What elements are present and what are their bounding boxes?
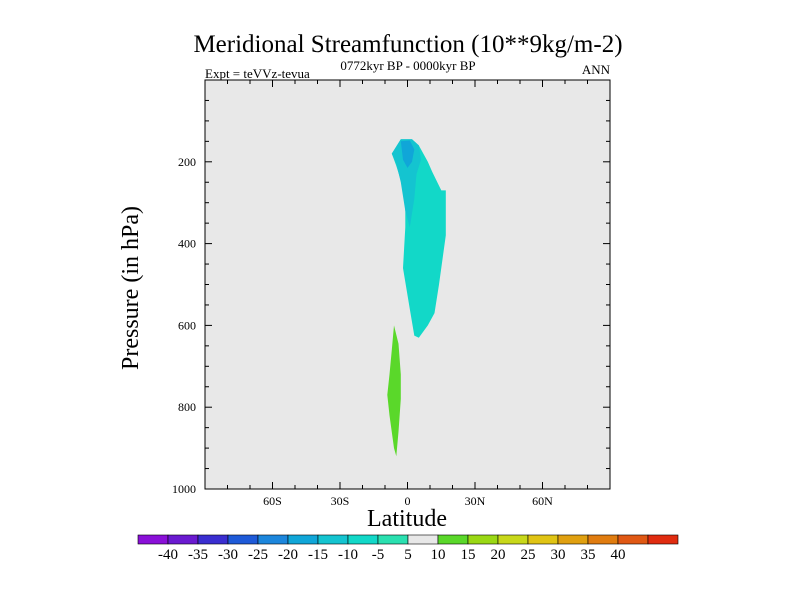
colorbar-swatch	[497, 534, 529, 545]
experiment-label: Expt = teVVz-tevua	[205, 66, 310, 81]
colorbar-swatch	[587, 534, 619, 545]
colorbar-swatch	[467, 534, 499, 545]
colorbar-swatch	[197, 534, 229, 545]
y-tick-label: 200	[178, 155, 196, 169]
colorbar-label: 35	[581, 547, 596, 563]
chart-title: Meridional Streamfunction (10**9kg/m-2)	[193, 31, 622, 58]
colorbar-label: -25	[248, 547, 268, 563]
colorbar-swatch	[317, 534, 349, 545]
colorbar-label: 30	[551, 547, 566, 563]
colorbar-label: 10	[431, 547, 446, 563]
colorbar-swatch	[257, 534, 289, 545]
colorbar-swatch	[287, 534, 319, 545]
colorbar-label: -5	[372, 547, 385, 563]
x-tick-label: 60S	[263, 494, 282, 508]
colorbar-label: 20	[491, 547, 506, 563]
colorbar-swatch	[617, 534, 649, 545]
contour-region-1	[391, 139, 421, 228]
contour-regions	[387, 139, 446, 457]
y-tick-label: 400	[178, 237, 196, 251]
x-tick-label: 0	[405, 494, 411, 508]
colorbar-label: 5	[404, 547, 412, 563]
colorbar-swatch	[377, 534, 409, 545]
y-axis-title: Pressure (in hPa)	[118, 206, 144, 370]
y-tick-label: 1000	[172, 482, 196, 496]
colorbar: -40 -35 -30 -25 -20 -15 -10 -5 5 10 15 20 25 30 35 40	[137, 534, 679, 563]
colorbar-label: -35	[188, 547, 208, 563]
colorbar-label: -30	[218, 547, 238, 563]
contour-region-3	[387, 325, 401, 457]
colorbar-swatch	[407, 534, 439, 545]
time-range-label: 0772kyr BP - 0000kyr BP	[340, 58, 475, 73]
colorbar-label: 40	[611, 547, 626, 563]
x-tick-label: 30S	[331, 494, 350, 508]
x-tick-label: 60N	[532, 494, 553, 508]
colorbar-swatch	[167, 534, 199, 545]
colorbar-swatch	[647, 534, 679, 545]
colorbar-swatch	[527, 534, 559, 545]
season-label: ANN	[582, 62, 611, 77]
colorbar-swatch	[557, 534, 589, 545]
y-tick-label: 600	[178, 318, 196, 332]
x-tick-label: 30N	[465, 494, 486, 508]
y-tick-label: 800	[178, 400, 196, 414]
colorbar-label: -10	[338, 547, 358, 563]
colorbar-swatch	[437, 534, 469, 545]
colorbar-label: -15	[308, 547, 328, 563]
colorbar-label: 25	[521, 547, 536, 563]
colorbar-label: -40	[158, 547, 178, 563]
axis-ticks: 60S 30S 0 30N 60N 200 400 600 800 1000	[172, 80, 610, 508]
colorbar-swatch	[347, 534, 379, 545]
x-axis-title: Latitude	[367, 506, 447, 532]
colorbar-label: -20	[278, 547, 298, 563]
contour-region-2	[400, 140, 415, 168]
colorbar-swatch	[137, 534, 169, 545]
colorbar-label: 15	[461, 547, 476, 563]
colorbar-swatch	[227, 534, 259, 545]
